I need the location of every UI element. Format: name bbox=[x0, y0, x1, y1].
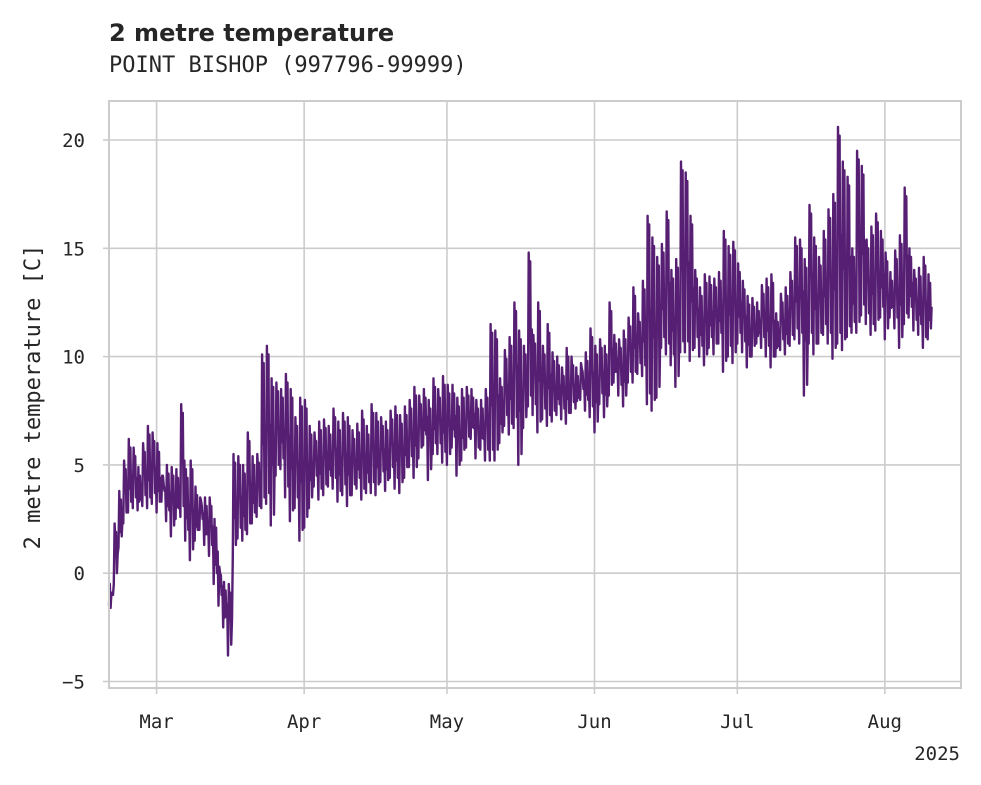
grid-lines bbox=[109, 101, 961, 688]
chart-subtitle: POINT BISHOP (997796-99999) bbox=[109, 53, 467, 78]
x-tick-label: Apr bbox=[287, 711, 321, 733]
plot-frame bbox=[108, 100, 962, 689]
axis-ticks: −5 0 5 10 15 20 Mar Apr May Jun Jul Aug bbox=[62, 130, 902, 733]
y-tick-label: 5 bbox=[74, 455, 85, 477]
x-tick-label: Mar bbox=[139, 711, 173, 733]
y-tick-label: 0 bbox=[74, 563, 85, 585]
x-tick-label: May bbox=[430, 711, 464, 733]
plot-area bbox=[107, 125, 933, 657]
x-axis-year-label: 2025 bbox=[914, 743, 960, 765]
y-tick-label: −5 bbox=[62, 672, 85, 694]
y-tick-label: 20 bbox=[62, 130, 85, 152]
x-tick-label: Jun bbox=[577, 711, 611, 733]
temperature-series-line bbox=[107, 125, 933, 657]
y-axis-label: 2 metre temperature [C] bbox=[21, 245, 46, 550]
chart-title: 2 metre temperature bbox=[109, 19, 394, 47]
x-tick-label: Aug bbox=[868, 711, 902, 733]
x-tick-label: Jul bbox=[720, 711, 754, 733]
y-tick-label: 15 bbox=[62, 238, 85, 260]
y-tick-label: 10 bbox=[62, 347, 85, 369]
